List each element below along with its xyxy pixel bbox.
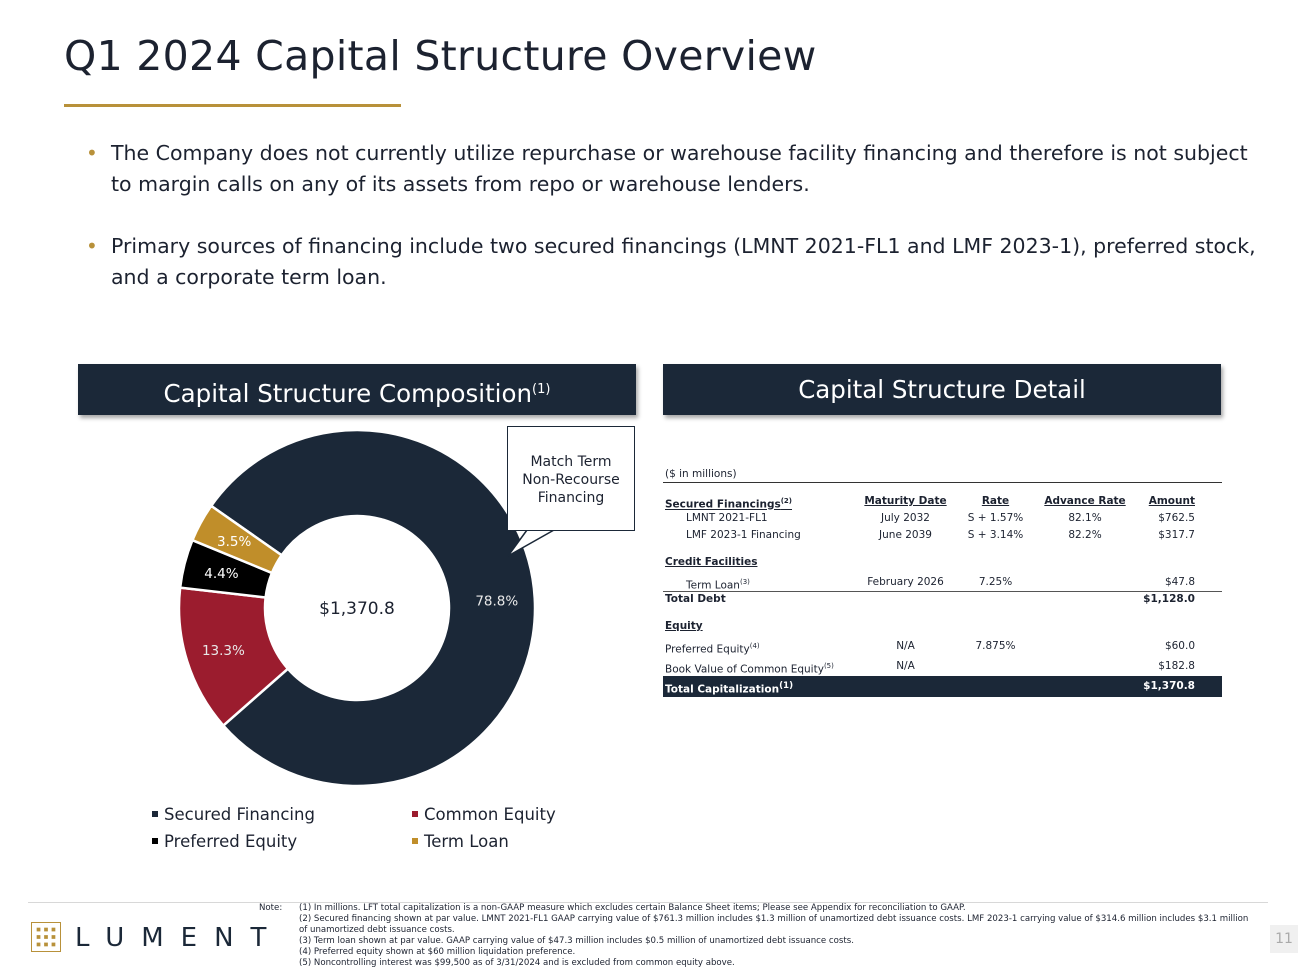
legend-swatch <box>152 837 158 844</box>
donut-slice-term-loan <box>190 504 284 575</box>
bullet-list: • The Company does not currently utilize … <box>86 138 1266 324</box>
row-divider <box>663 591 1222 592</box>
legend-item-term-loan: Term Loan <box>412 832 509 851</box>
bullet-dot-icon: • <box>86 234 98 258</box>
table-row: LMNT 2021-FL1 July 2032 S + 1.57% 82.1% … <box>686 512 1195 524</box>
composition-banner: Capital Structure Composition(1) <box>78 364 636 415</box>
table-row: Preferred Equity(4) N/A 7.875% $60.0 <box>665 640 1195 656</box>
table-row: Book Value of Common Equity(5) N/A $182.… <box>665 660 1195 676</box>
capital-structure-donut-chart: 78.8% 13.3% 4.4% 3.5% $1,370.8 <box>177 428 555 788</box>
donut-slice-secured-financing <box>209 428 537 788</box>
donut-label-secured-financing: 78.8% <box>475 593 518 609</box>
donut-center-total: $1,370.8 <box>319 599 395 619</box>
legend-item-common: Common Equity <box>412 805 556 824</box>
legend-item-secured: Secured Financing <box>152 805 315 824</box>
callout-box: Match Term Non-Recourse Financing <box>507 426 635 531</box>
legend-swatch <box>412 810 418 817</box>
callout-pointer <box>507 529 555 557</box>
page-title: Q1 2024 Capital Structure Overview <box>64 32 817 80</box>
donut-label-common-equity: 13.3% <box>202 643 245 659</box>
bullet-dot-icon: • <box>86 141 98 165</box>
logo-grid-icon <box>31 922 61 952</box>
legend-swatch <box>412 837 418 844</box>
table-row: Term Loan(3) February 2026 7.25% $47.8 <box>686 576 1195 592</box>
donut-label-preferred-equity: 4.4% <box>204 566 238 582</box>
footer-divider <box>28 902 1268 903</box>
donut-label-term-loan: 3.5% <box>217 534 251 550</box>
unit-label: ($ in millions) <box>665 468 737 480</box>
table-top-rule <box>663 482 1222 483</box>
legend-swatch <box>152 810 158 817</box>
legend-item-preferred: Preferred Equity <box>152 832 297 851</box>
credit-facilities-header: Credit Facilities <box>665 556 758 568</box>
bullet-item: • Primary sources of financing include tw… <box>86 231 1266 293</box>
bullet-item: • The Company does not currently utilize … <box>86 138 1266 200</box>
detail-banner: Capital Structure Detail <box>663 364 1221 415</box>
table-header-row: Secured Financings(2) Maturity Date Rate… <box>665 495 1195 511</box>
equity-header: Equity <box>665 620 703 632</box>
page-number: 11 <box>1270 925 1298 953</box>
table-row: LMF 2023-1 Financing June 2039 S + 3.14%… <box>686 529 1195 541</box>
title-underline <box>64 104 401 107</box>
total-capitalization-row: Total Capitalization(1) $1,370.8 <box>663 676 1222 697</box>
total-debt-row: Total Debt $1,128.0 <box>665 593 1195 605</box>
